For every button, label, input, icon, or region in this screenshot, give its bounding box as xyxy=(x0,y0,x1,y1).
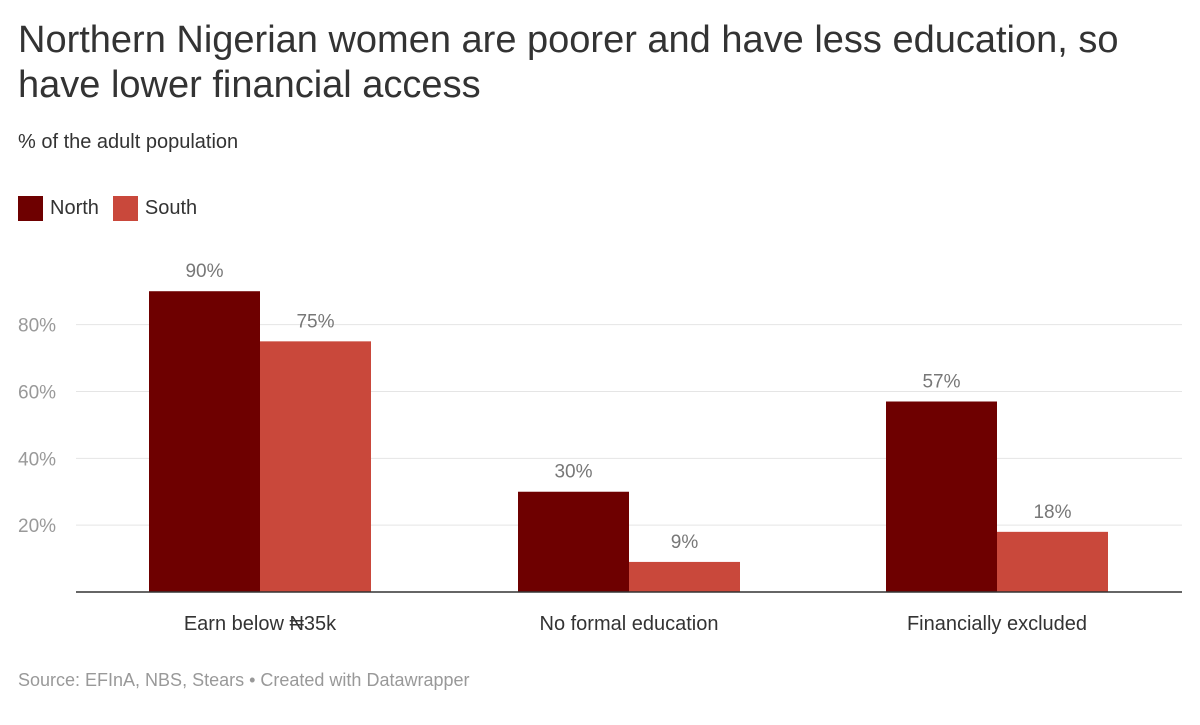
y-tick-label: 20% xyxy=(18,516,56,537)
y-tick-label: 40% xyxy=(18,449,56,470)
bar-north xyxy=(149,291,260,592)
bar-south xyxy=(629,561,740,592)
data-label: 57% xyxy=(922,372,960,393)
data-label: 9% xyxy=(671,532,699,553)
bar-north xyxy=(518,491,629,592)
data-label: 75% xyxy=(296,311,334,332)
legend-swatch-south xyxy=(112,196,138,221)
bar-north xyxy=(886,401,997,592)
legend-swatch-north xyxy=(18,196,43,221)
data-label: 90% xyxy=(185,261,223,282)
axes: 20% 40% 60% 80% Earn below ₦35k No formal edu… xyxy=(18,316,1182,635)
bar-south xyxy=(997,531,1108,592)
data-label: 18% xyxy=(1033,502,1071,523)
source-note: Source: EFInA, NBS, Stears • Created wit… xyxy=(18,670,470,690)
bar-south xyxy=(260,341,371,592)
category-label: No formal education xyxy=(540,613,719,635)
y-tick-label: 60% xyxy=(18,382,56,403)
category-label: Financially excluded xyxy=(907,613,1087,635)
legend-label-north: North xyxy=(50,197,99,219)
legend: North South xyxy=(18,196,211,221)
bars xyxy=(149,291,1108,592)
data-label: 30% xyxy=(554,462,592,483)
y-tick-label: 80% xyxy=(18,316,56,337)
legend-item-north: North xyxy=(18,196,99,221)
chart-title: Northern Nigerian women are poorer and h… xyxy=(18,19,1119,106)
legend-item-south: South xyxy=(112,196,198,221)
category-label: Earn below ₦35k xyxy=(184,613,337,635)
chart-subtitle: % of the adult population xyxy=(18,131,239,153)
data-labels: 90% 75% 30% 9% 57% 18% xyxy=(185,261,1071,553)
legend-label-south: South xyxy=(144,197,198,219)
